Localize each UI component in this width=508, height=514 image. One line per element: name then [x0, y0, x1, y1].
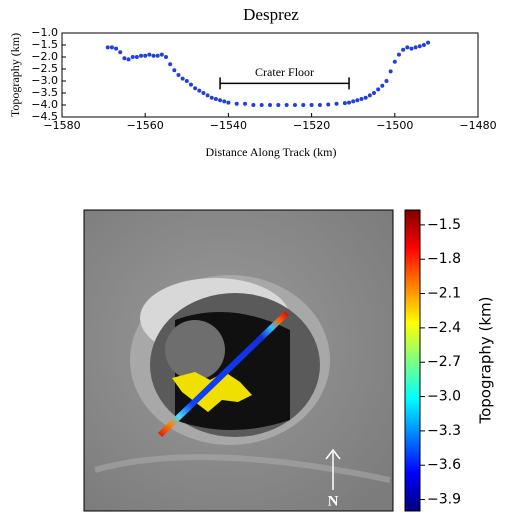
data-point	[214, 97, 218, 101]
data-point	[389, 69, 393, 73]
x-tick-label: −1520	[293, 119, 330, 132]
data-point	[251, 103, 255, 107]
x-tick-label: −1560	[127, 119, 164, 132]
data-point	[268, 103, 272, 107]
data-point	[131, 55, 135, 59]
data-point	[422, 43, 426, 47]
colorbar-tick-label: −2.1	[427, 286, 461, 302]
data-point	[127, 57, 131, 61]
data-point	[193, 86, 197, 90]
data-point	[156, 54, 160, 58]
data-point	[260, 103, 264, 107]
data-point	[114, 47, 118, 51]
data-point	[189, 83, 193, 87]
data-point	[368, 93, 372, 97]
y-axis-label: Topography (km)	[8, 33, 22, 117]
data-point	[181, 77, 185, 81]
data-point	[384, 79, 388, 83]
data-point	[143, 54, 147, 58]
data-point	[235, 102, 239, 106]
data-point	[110, 45, 114, 49]
colorbar	[405, 210, 420, 511]
data-point	[118, 50, 122, 54]
data-point	[172, 68, 176, 72]
data-point	[355, 98, 359, 102]
data-point	[393, 60, 397, 64]
data-point	[360, 97, 364, 101]
data-point	[409, 47, 413, 51]
y-tick-label: −4.5	[31, 110, 58, 123]
data-point	[176, 73, 180, 77]
colorbar-label: Topography (km)	[477, 296, 495, 424]
data-point	[293, 103, 297, 107]
colorbar-tick-label: −1.8	[427, 251, 461, 267]
data-point	[401, 48, 405, 52]
data-point	[426, 41, 430, 45]
colorbar-tick-label: −3.6	[427, 457, 461, 473]
data-point	[405, 45, 409, 49]
colorbar-tick-label: −3.3	[427, 423, 461, 439]
colorbar-ticks: −1.5 −1.8 −2.1 −2.4 −2.7 −3.0 −3.3 −3.6 −3.9	[420, 217, 461, 508]
data-point	[397, 53, 401, 57]
data-point	[243, 102, 247, 106]
data-point	[147, 53, 151, 57]
data-point	[364, 96, 368, 100]
plot: −1580−1560−1540−1520−1500−1480−1.0−1.5−2…	[31, 26, 496, 132]
data-point	[222, 99, 226, 103]
annotation: Crater Floor	[255, 65, 314, 79]
data-point	[418, 44, 422, 48]
data-point	[185, 79, 189, 83]
data-point	[285, 103, 289, 107]
colorbar-tick-label: −1.5	[427, 217, 461, 233]
colorbar-tick-label: −2.7	[427, 354, 461, 370]
data-point	[201, 91, 205, 95]
data-point	[343, 101, 347, 105]
data-point	[160, 53, 164, 57]
bracket	[220, 77, 349, 89]
data-point	[106, 45, 110, 49]
data-point	[310, 103, 314, 107]
data-point	[351, 99, 355, 103]
data-point	[376, 87, 380, 91]
chart-title: Desprez	[243, 5, 299, 24]
x-tick-label: −1540	[210, 119, 247, 132]
colorbar-tick-label: −3.9	[427, 492, 461, 508]
data-point	[372, 91, 376, 95]
data-point	[276, 103, 280, 107]
figure: Desprez Distance Along Track (km) Topogr…	[0, 0, 508, 514]
data-point	[197, 89, 201, 93]
colorbar-tick-label: −2.4	[427, 320, 461, 336]
north-label: N	[328, 493, 339, 509]
x-tick-label: −1480	[459, 119, 496, 132]
data-point	[135, 55, 139, 59]
data-point	[206, 93, 210, 97]
data-point	[335, 102, 339, 106]
data-point	[347, 101, 351, 105]
data-point	[226, 101, 230, 105]
data-point	[152, 54, 156, 58]
data-point	[168, 62, 172, 66]
crater-image	[84, 210, 393, 511]
data-point	[210, 96, 214, 100]
colorbar-tick-label: −3.0	[427, 389, 461, 405]
data-point	[414, 45, 418, 49]
data-point	[122, 56, 126, 60]
x-tick-label: −1500	[376, 119, 413, 132]
data-point	[301, 103, 305, 107]
data-point	[318, 103, 322, 107]
data-point	[139, 54, 143, 58]
x-axis-label: Distance Along Track (km)	[206, 145, 337, 159]
data-point	[164, 55, 168, 59]
data-point	[218, 98, 222, 102]
data-point	[380, 84, 384, 88]
data-point	[326, 103, 330, 107]
